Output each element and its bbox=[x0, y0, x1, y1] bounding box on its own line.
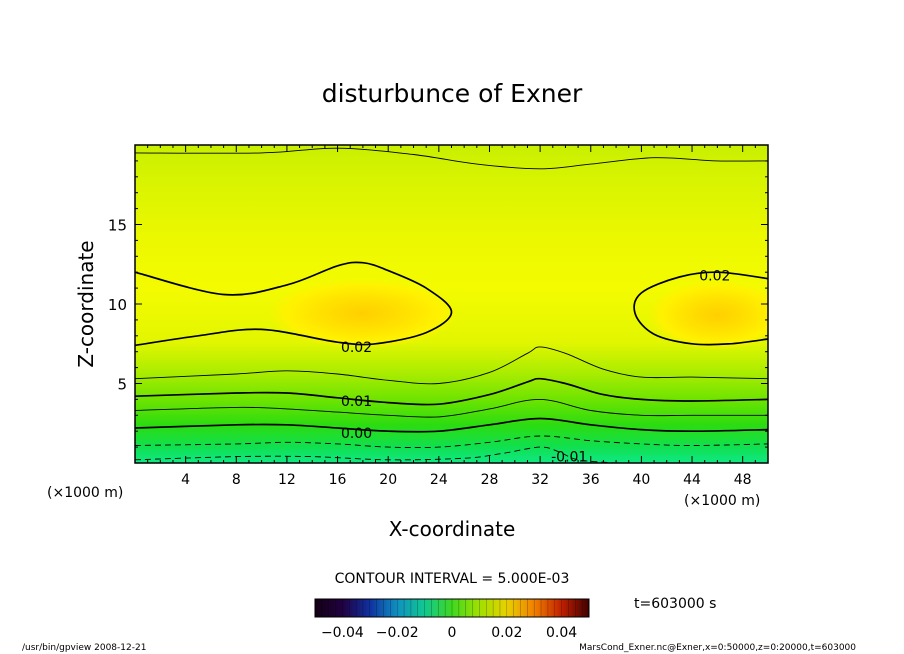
colorbar-tick-label: −0.04 bbox=[321, 625, 364, 641]
contour-line bbox=[135, 417, 768, 433]
x-unit-left: (×1000 m) bbox=[47, 485, 123, 501]
contour-line bbox=[135, 398, 768, 418]
x-tick-label: 8 bbox=[232, 472, 241, 488]
contour-line bbox=[135, 435, 768, 449]
time-text: t=603000 s bbox=[634, 596, 716, 612]
y-axis-ticks: 5 10 15 bbox=[108, 144, 768, 464]
x-tick-label: 12 bbox=[278, 472, 296, 488]
contour-label: 0.02 bbox=[341, 340, 372, 356]
x-tick-label: 48 bbox=[734, 472, 752, 488]
footer-right: MarsCond_Exner.nc@Exner,x=0:50000,z=0:20… bbox=[579, 643, 856, 653]
x-tick-label: 44 bbox=[683, 472, 701, 488]
x-tick-label: 20 bbox=[379, 472, 397, 488]
contour-line bbox=[135, 346, 768, 385]
contour-fill bbox=[135, 145, 768, 463]
x-axis-label: X-coordinate bbox=[389, 517, 516, 541]
chart-title: disturbunce of Exner bbox=[322, 79, 583, 108]
contour-label: 0.00 bbox=[341, 426, 372, 442]
contour-label: 0.02 bbox=[699, 268, 730, 284]
y-tick-label: 15 bbox=[108, 217, 127, 235]
contour-line bbox=[633, 271, 768, 346]
x-tick-label: 40 bbox=[632, 472, 650, 488]
x-tick-label: 16 bbox=[329, 472, 347, 488]
contour-line bbox=[135, 147, 768, 170]
colorbar-tick-label: 0.02 bbox=[491, 625, 522, 641]
y-axis-label: Z-coordinate bbox=[74, 240, 98, 367]
colorbar-tick-label: −0.02 bbox=[376, 625, 419, 641]
x-unit-right: (×1000 m) bbox=[684, 493, 760, 509]
x-tick-label: 36 bbox=[582, 472, 600, 488]
x-tick-label: 4 bbox=[181, 472, 190, 488]
contour-line bbox=[135, 261, 453, 347]
contour-label: 0.01 bbox=[341, 394, 372, 410]
colorbar-tick-label: 0 bbox=[448, 625, 457, 641]
fill-peak-left bbox=[267, 278, 458, 349]
fill-peak-right bbox=[647, 280, 768, 351]
colorbar-stripes bbox=[314, 599, 590, 617]
colorbar-tick-label: 0.04 bbox=[546, 625, 577, 641]
x-tick-label: 32 bbox=[531, 472, 549, 488]
contour-line bbox=[135, 377, 768, 406]
x-tick-label: 24 bbox=[430, 472, 448, 488]
contour-lines bbox=[135, 147, 768, 463]
x-axis-ticks: 4 8 12 16 20 24 28 32 36 40 44 48 bbox=[134, 145, 769, 488]
footer-left: /usr/bin/gpview 2008-12-21 bbox=[22, 643, 146, 653]
colorbar-ticks: −0.04 −0.02 0 0.02 0.04 bbox=[321, 625, 577, 641]
contour-line bbox=[135, 446, 617, 463]
y-tick-label: 10 bbox=[108, 296, 127, 314]
y-tick-label: 5 bbox=[117, 376, 127, 394]
contour-interval-text: CONTOUR INTERVAL = 5.000E-03 bbox=[335, 571, 570, 587]
x-tick-label: 28 bbox=[481, 472, 499, 488]
